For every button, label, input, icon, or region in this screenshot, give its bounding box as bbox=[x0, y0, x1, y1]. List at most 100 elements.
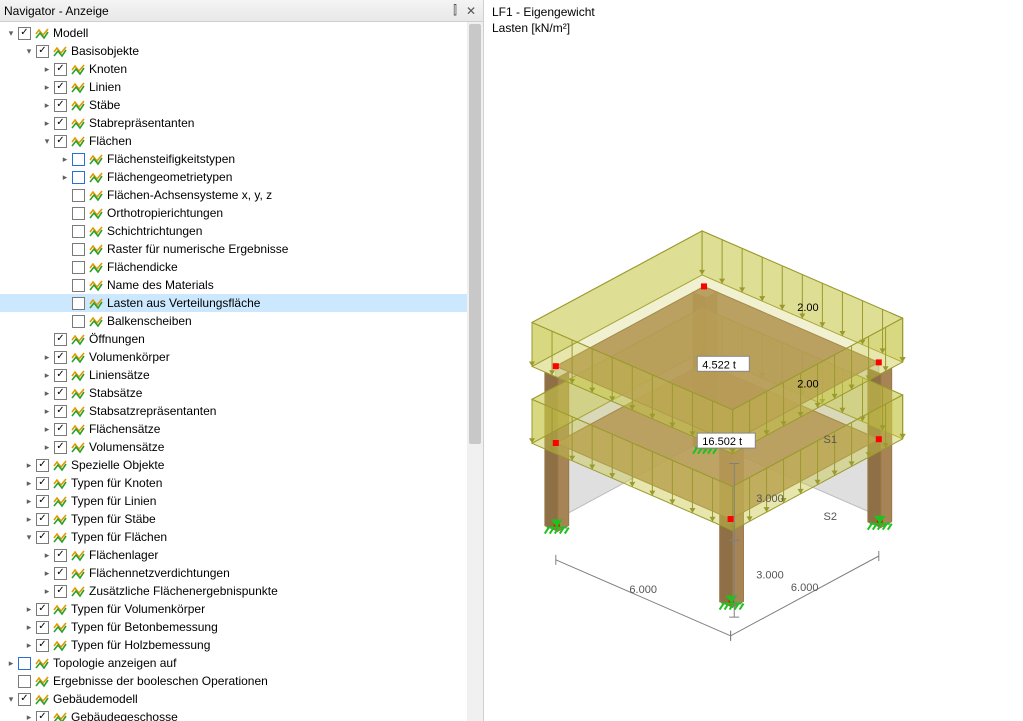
expand-icon[interactable]: ▸ bbox=[22, 620, 36, 634]
checkbox[interactable] bbox=[18, 657, 31, 670]
tree-row[interactable]: ▾Modell bbox=[0, 24, 483, 42]
expand-icon[interactable]: ▸ bbox=[58, 152, 72, 166]
model-viewport[interactable]: LF1 - Eigengewicht Lasten [kN/m²] 2.002.… bbox=[484, 0, 1023, 721]
tree-row[interactable]: ▸Typen für Knoten bbox=[0, 474, 483, 492]
tree-row[interactable]: ▸Lasten aus Verteilungsfläche bbox=[0, 294, 483, 312]
checkbox[interactable] bbox=[54, 387, 67, 400]
checkbox[interactable] bbox=[36, 621, 49, 634]
expand-icon[interactable]: ▸ bbox=[40, 422, 54, 436]
expand-icon[interactable]: ▸ bbox=[22, 476, 36, 490]
checkbox[interactable] bbox=[72, 261, 85, 274]
close-icon[interactable]: ✕ bbox=[463, 4, 479, 18]
tree-row[interactable]: ▸Typen für Volumenkörper bbox=[0, 600, 483, 618]
expand-icon[interactable]: ▸ bbox=[22, 458, 36, 472]
tree-row[interactable]: ▸Volumenkörper bbox=[0, 348, 483, 366]
scrollbar[interactable] bbox=[467, 22, 483, 721]
checkbox[interactable] bbox=[72, 207, 85, 220]
tree-row[interactable]: ▸Ergebnisse der booleschen Operationen bbox=[0, 672, 483, 690]
expand-icon[interactable]: ▾ bbox=[40, 134, 54, 148]
tree-row[interactable]: ▸Stäbe bbox=[0, 96, 483, 114]
checkbox[interactable] bbox=[54, 369, 67, 382]
tree-row[interactable]: ▸Stabsätze bbox=[0, 384, 483, 402]
checkbox[interactable] bbox=[54, 81, 67, 94]
expand-icon[interactable]: ▸ bbox=[22, 638, 36, 652]
tree-row[interactable]: ▾Gebäudemodell bbox=[0, 690, 483, 708]
checkbox[interactable] bbox=[72, 243, 85, 256]
checkbox[interactable] bbox=[36, 513, 49, 526]
scrollbar-thumb[interactable] bbox=[469, 24, 481, 444]
expand-icon[interactable]: ▸ bbox=[22, 602, 36, 616]
checkbox[interactable] bbox=[72, 225, 85, 238]
tree-row[interactable]: ▸Volumensätze bbox=[0, 438, 483, 456]
tree-row[interactable]: ▾Typen für Flächen bbox=[0, 528, 483, 546]
tree-row[interactable]: ▸Typen für Linien bbox=[0, 492, 483, 510]
tree-row[interactable]: ▸Topologie anzeigen auf bbox=[0, 654, 483, 672]
checkbox[interactable] bbox=[54, 549, 67, 562]
expand-icon[interactable]: ▸ bbox=[58, 170, 72, 184]
expand-icon[interactable]: ▸ bbox=[40, 80, 54, 94]
checkbox[interactable] bbox=[54, 351, 67, 364]
tree-row[interactable]: ▸Orthotropierichtungen bbox=[0, 204, 483, 222]
tree-row[interactable]: ▸Knoten bbox=[0, 60, 483, 78]
tree-row[interactable]: ▸Typen für Betonbemessung bbox=[0, 618, 483, 636]
expand-icon[interactable]: ▸ bbox=[40, 584, 54, 598]
checkbox[interactable] bbox=[54, 135, 67, 148]
tree-row[interactable]: ▸Stabsatzrepräsentanten bbox=[0, 402, 483, 420]
expand-icon[interactable]: ▸ bbox=[40, 386, 54, 400]
tree-row[interactable]: ▸Linien bbox=[0, 78, 483, 96]
tree-row[interactable]: ▸Gebäudegeschosse bbox=[0, 708, 483, 721]
tree-scroll[interactable]: ▾Modell▾Basisobjekte▸Knoten▸Linien▸Stäbe… bbox=[0, 22, 483, 721]
tree-row[interactable]: ▸Öffnungen bbox=[0, 330, 483, 348]
checkbox[interactable] bbox=[36, 495, 49, 508]
expand-icon[interactable]: ▾ bbox=[4, 692, 18, 706]
tree-row[interactable]: ▸Raster für numerische Ergebnisse bbox=[0, 240, 483, 258]
checkbox[interactable] bbox=[72, 189, 85, 202]
checkbox[interactable] bbox=[72, 153, 85, 166]
checkbox[interactable] bbox=[72, 297, 85, 310]
tree-row[interactable]: ▸Flächengeometrietypen bbox=[0, 168, 483, 186]
expand-icon[interactable]: ▸ bbox=[40, 98, 54, 112]
tree-row[interactable]: ▸Balkenscheiben bbox=[0, 312, 483, 330]
expand-icon[interactable]: ▸ bbox=[40, 62, 54, 76]
tree-row[interactable]: ▸Spezielle Objekte bbox=[0, 456, 483, 474]
expand-icon[interactable]: ▸ bbox=[40, 566, 54, 580]
tree-row[interactable]: ▸Flächenlager bbox=[0, 546, 483, 564]
expand-icon[interactable]: ▸ bbox=[40, 350, 54, 364]
expand-icon[interactable]: ▸ bbox=[22, 494, 36, 508]
checkbox[interactable] bbox=[54, 441, 67, 454]
expand-icon[interactable]: ▾ bbox=[4, 26, 18, 40]
checkbox[interactable] bbox=[36, 45, 49, 58]
checkbox[interactable] bbox=[54, 333, 67, 346]
tree-row[interactable]: ▸Name des Materials bbox=[0, 276, 483, 294]
tree-row[interactable]: ▸Flächen-Achsensysteme x, y, z bbox=[0, 186, 483, 204]
expand-icon[interactable]: ▾ bbox=[22, 530, 36, 544]
checkbox[interactable] bbox=[54, 423, 67, 436]
checkbox[interactable] bbox=[36, 459, 49, 472]
expand-icon[interactable]: ▸ bbox=[40, 368, 54, 382]
checkbox[interactable] bbox=[54, 63, 67, 76]
checkbox[interactable] bbox=[36, 711, 49, 721]
tree-row[interactable]: ▸Flächensätze bbox=[0, 420, 483, 438]
tree-row[interactable]: ▸Stabrepräsentanten bbox=[0, 114, 483, 132]
checkbox[interactable] bbox=[54, 567, 67, 580]
tree-row[interactable]: ▸Zusätzliche Flächenergebnispunkte bbox=[0, 582, 483, 600]
expand-icon[interactable]: ▸ bbox=[40, 548, 54, 562]
expand-icon[interactable]: ▸ bbox=[40, 116, 54, 130]
pin-icon[interactable]: ⫿ bbox=[447, 3, 463, 18]
expand-icon[interactable]: ▸ bbox=[22, 710, 36, 721]
tree-row[interactable]: ▸Flächennetzverdichtungen bbox=[0, 564, 483, 582]
checkbox[interactable] bbox=[36, 603, 49, 616]
tree-row[interactable]: ▸Schichtrichtungen bbox=[0, 222, 483, 240]
checkbox[interactable] bbox=[18, 27, 31, 40]
checkbox[interactable] bbox=[72, 279, 85, 292]
expand-icon[interactable]: ▸ bbox=[40, 440, 54, 454]
tree-row[interactable]: ▾Basisobjekte bbox=[0, 42, 483, 60]
checkbox[interactable] bbox=[54, 405, 67, 418]
expand-icon[interactable]: ▸ bbox=[22, 512, 36, 526]
expand-icon[interactable]: ▾ bbox=[22, 44, 36, 58]
tree-row[interactable]: ▸Liniensätze bbox=[0, 366, 483, 384]
checkbox[interactable] bbox=[36, 531, 49, 544]
tree-row[interactable]: ▾Flächen bbox=[0, 132, 483, 150]
checkbox[interactable] bbox=[36, 639, 49, 652]
checkbox[interactable] bbox=[54, 585, 67, 598]
